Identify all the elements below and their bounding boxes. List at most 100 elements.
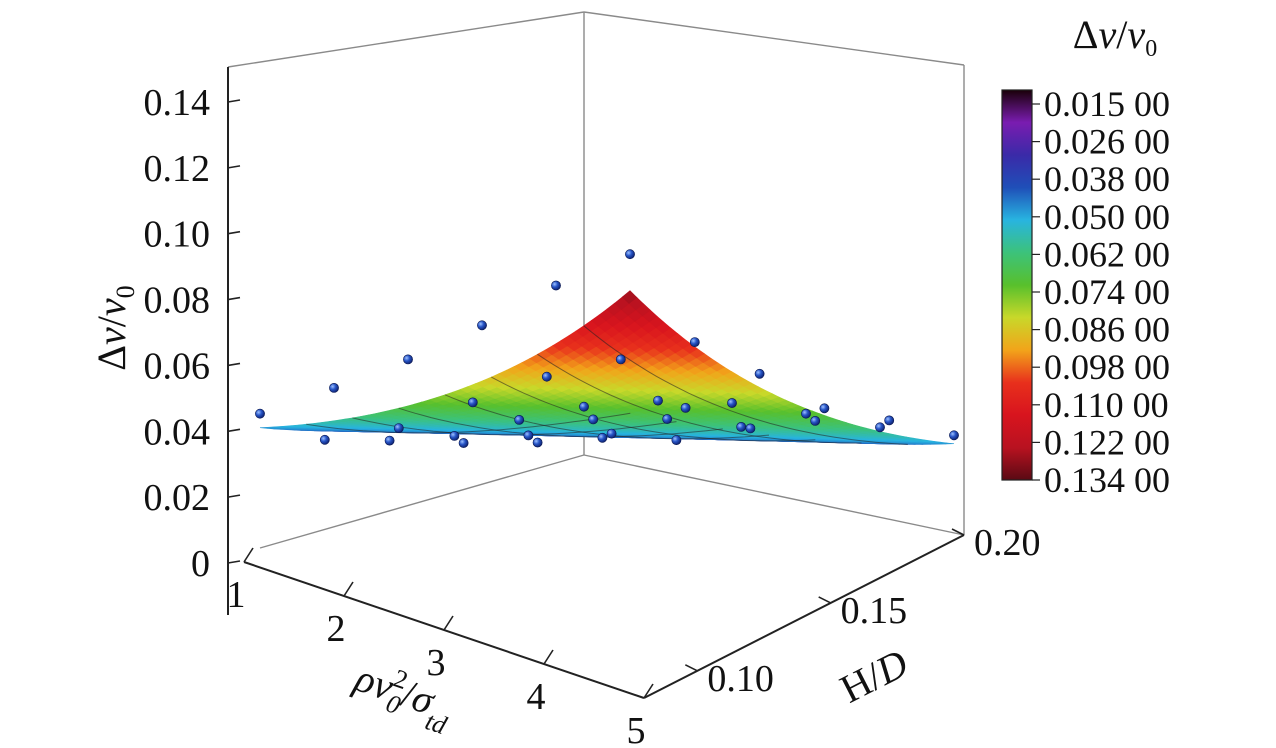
z-tick-mark (227, 428, 241, 433)
data-point (745, 423, 756, 434)
x-tick-label: 2 (327, 608, 346, 650)
data-point (467, 397, 478, 408)
z-tick-label: 0.08 (144, 280, 211, 322)
y-tick-label: 0.15 (841, 590, 908, 632)
x-tick-label: 5 (627, 710, 646, 748)
data-point (523, 430, 534, 441)
data-point (393, 423, 404, 433)
z-tick-label: 0.10 (144, 214, 211, 256)
contour-line (583, 325, 908, 445)
data-point (689, 337, 700, 347)
data-point (384, 435, 395, 446)
data-point (671, 435, 682, 445)
colorbar-swatch (1001, 89, 1033, 481)
data-points (255, 249, 959, 448)
x-tick-label: 1 (227, 574, 246, 616)
data-point (551, 280, 561, 291)
contour-line (352, 417, 677, 436)
surface-cell (621, 290, 638, 304)
data-point (801, 408, 811, 419)
x-tick-mark (243, 547, 254, 563)
data-point (597, 432, 608, 443)
data-point (625, 249, 635, 260)
axes-box (227, 11, 965, 699)
z-tick-mark (227, 99, 241, 103)
data-point (588, 414, 599, 425)
colorbar-labels: 0.015 000.026 000.038 000.050 000.062 00… (1032, 84, 1170, 500)
data-point (541, 371, 552, 382)
colorbar: Δv/v0 0.015 000.026 000.038 000.050 000.… (1001, 12, 1170, 500)
data-point (579, 401, 589, 412)
data-point (458, 438, 469, 448)
box-axis-front-y (643, 534, 965, 699)
data-point (875, 422, 885, 433)
data-point (819, 403, 830, 414)
data-point (727, 398, 737, 408)
z-tick-label: 0.04 (144, 411, 211, 453)
x-tick-mark (443, 615, 454, 631)
data-point (255, 408, 265, 419)
y-axis-label: H/D (833, 640, 915, 711)
colorbar-label: 0.134 00 (1044, 460, 1170, 500)
x-axis-ticks: 1 2 3 4 5 (227, 547, 654, 748)
colorbar-label: 0.110 00 (1044, 385, 1169, 425)
z-tick-mark (227, 494, 241, 498)
data-point (477, 320, 487, 331)
colorbar-label: 0.062 00 (1044, 234, 1170, 274)
data-point (319, 434, 330, 445)
box-edge-top-right (583, 11, 965, 66)
x-axis-label: ρv02/σtd (344, 651, 461, 740)
data-point (653, 395, 663, 406)
x-tick-mark (343, 581, 354, 597)
colorbar-label: 0.086 00 (1044, 310, 1170, 350)
surface-mesh (259, 290, 955, 445)
data-point (754, 368, 765, 379)
data-point (680, 402, 691, 413)
y-axis-ticks: 0.10 0.15 0.20 (684, 522, 1041, 700)
y-tick-label: 0.10 (707, 658, 774, 700)
data-point (949, 430, 959, 441)
y-tick-mark (951, 528, 965, 536)
data-point (606, 428, 617, 439)
x-tick-mark (643, 683, 654, 699)
z-tick-mark (227, 362, 241, 367)
contour-line (537, 353, 862, 444)
contour-line (306, 412, 631, 434)
z-tick-mark (227, 560, 241, 564)
z-tick-label: 0 (191, 543, 210, 585)
data-point (449, 430, 460, 441)
colorbar-label: 0.098 00 (1044, 347, 1170, 387)
y-tick-mark (684, 664, 698, 672)
data-point (884, 415, 895, 426)
z-tick-label: 0.12 (144, 148, 211, 190)
box-floor-back-right (583, 454, 965, 536)
z-tick-mark (227, 165, 241, 169)
z-axis-label: Δv/v0 (89, 285, 140, 370)
y-tick-mark (818, 596, 832, 604)
data-point (532, 437, 543, 448)
z-tick-label: 0.06 (144, 345, 211, 387)
z-tick-label: 0.02 (144, 477, 211, 519)
box-floor-back-left (259, 454, 585, 549)
data-point (615, 354, 626, 365)
box-edge-top-left (227, 11, 585, 68)
colorbar-label: 0.122 00 (1044, 422, 1170, 462)
y-tick-label: 0.20 (974, 522, 1041, 564)
colorbar-label: 0.050 00 (1044, 197, 1170, 237)
colorbar-label: 0.074 00 (1044, 272, 1170, 312)
data-point (662, 414, 673, 424)
colorbar-label: 0.026 00 (1044, 122, 1170, 162)
colorbar-label: 0.038 00 (1044, 159, 1170, 199)
x-tick-label: 4 (527, 676, 546, 718)
data-point (329, 382, 339, 393)
z-tick-mark (227, 296, 241, 301)
data-point (514, 414, 525, 425)
z-tick-mark (227, 230, 241, 235)
data-point (810, 415, 821, 426)
data-point (403, 354, 413, 365)
x-tick-label: 3 (427, 642, 446, 684)
contour-line (491, 376, 816, 442)
z-tick-label: 0.14 (144, 82, 211, 124)
colorbar-title: Δv/v0 (1073, 12, 1157, 62)
